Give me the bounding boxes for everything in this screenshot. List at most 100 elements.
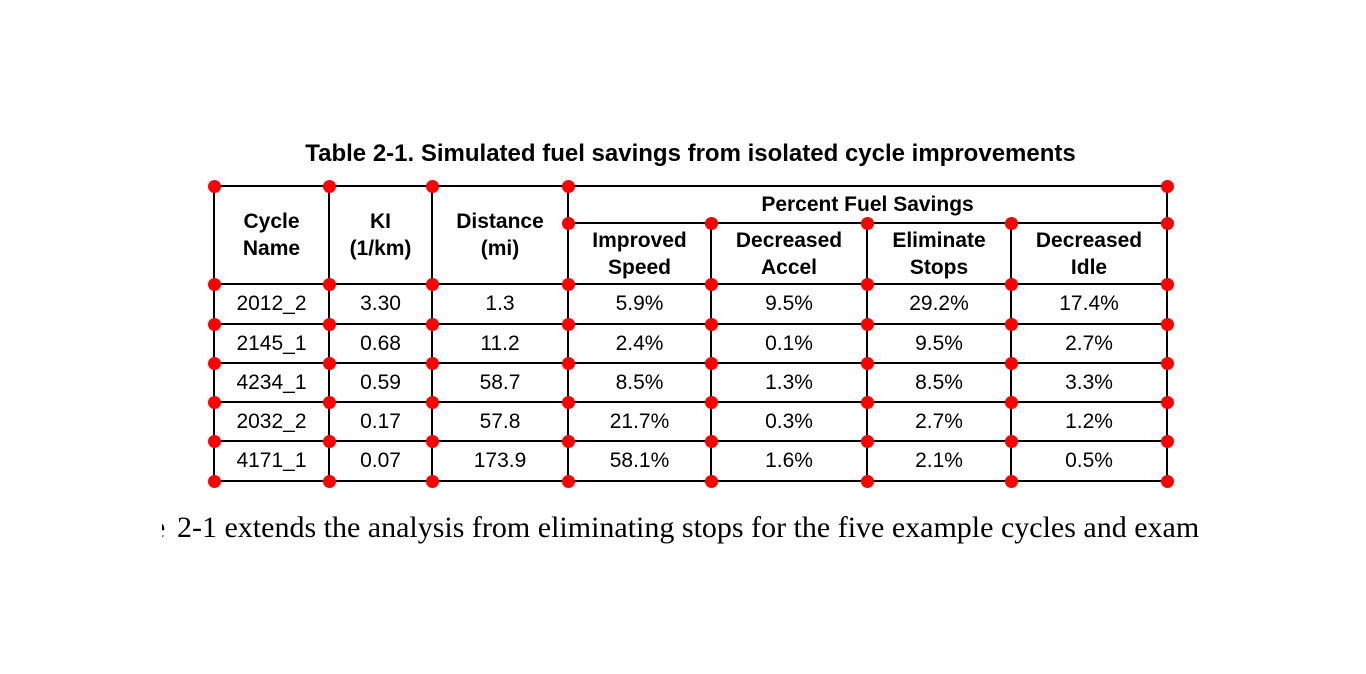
cell-cycle: 2145_1 bbox=[213, 323, 330, 364]
cell-eliminate-stops: 8.5% bbox=[866, 362, 1012, 403]
grid-marker bbox=[425, 317, 439, 331]
grid-marker bbox=[207, 356, 221, 370]
grid-marker bbox=[860, 395, 874, 409]
grid-marker bbox=[425, 356, 439, 370]
grid-marker bbox=[860, 474, 874, 488]
header-cycle-name: Cycle Name bbox=[213, 185, 330, 285]
cell-decreased-accel: 1.3% bbox=[710, 362, 868, 403]
cell-decreased-accel: 0.3% bbox=[710, 401, 868, 442]
cell-improved-speed: 5.9% bbox=[567, 283, 712, 325]
grid-marker bbox=[1160, 395, 1174, 409]
cell-decreased-accel: 0.1% bbox=[710, 323, 868, 364]
cell-improved-speed: 21.7% bbox=[567, 401, 712, 442]
fuel-savings-table: Cycle Name KI (1/km) Distance (mi) Perce… bbox=[213, 185, 1169, 482]
grid-marker bbox=[207, 277, 221, 291]
grid-marker bbox=[704, 317, 718, 331]
cell-improved-speed: 58.1% bbox=[567, 440, 712, 482]
header-ki: KI (1/km) bbox=[328, 185, 433, 285]
cell-eliminate-stops: 29.2% bbox=[866, 283, 1012, 325]
grid-marker bbox=[704, 356, 718, 370]
header-improved-speed: Improved Speed bbox=[567, 222, 712, 285]
cell-distance: 1.3 bbox=[431, 283, 569, 325]
table-row: 2012_2 3.30 1.3 5.9% 9.5% 29.2% 17.4% bbox=[213, 283, 1169, 325]
grid-marker bbox=[561, 277, 575, 291]
cell-ki: 0.17 bbox=[328, 401, 433, 442]
table-title: Table 2-1. Simulated fuel savings from i… bbox=[305, 140, 1076, 167]
grid-marker bbox=[561, 356, 575, 370]
grid-marker bbox=[561, 216, 575, 230]
grid-marker bbox=[1160, 216, 1174, 230]
grid-marker bbox=[1004, 317, 1018, 331]
grid-marker bbox=[860, 277, 874, 291]
grid-marker bbox=[207, 179, 221, 193]
table-row: 4234_1 0.59 58.7 8.5% 1.3% 8.5% 3.3% bbox=[213, 362, 1169, 403]
grid-marker bbox=[561, 395, 575, 409]
grid-marker bbox=[1160, 277, 1174, 291]
grid-marker bbox=[860, 356, 874, 370]
grid-marker bbox=[704, 434, 718, 448]
header-eliminate-stops: Eliminate Stops bbox=[866, 222, 1012, 285]
grid-marker bbox=[704, 474, 718, 488]
cell-improved-speed: 2.4% bbox=[567, 323, 712, 364]
grid-marker bbox=[704, 277, 718, 291]
header-distance: Distance (mi) bbox=[431, 185, 569, 285]
grid-marker bbox=[322, 474, 336, 488]
grid-marker bbox=[860, 317, 874, 331]
cell-decreased-accel: 1.6% bbox=[710, 440, 868, 482]
grid-marker bbox=[561, 474, 575, 488]
grid-marker bbox=[322, 395, 336, 409]
cell-ki: 0.07 bbox=[328, 440, 433, 482]
grid-marker bbox=[704, 216, 718, 230]
grid-marker bbox=[1160, 317, 1174, 331]
header-decreased-accel: Decreased Accel bbox=[710, 222, 868, 285]
grid-marker bbox=[561, 317, 575, 331]
cell-cycle: 2032_2 bbox=[213, 401, 330, 442]
grid-marker bbox=[1160, 434, 1174, 448]
grid-marker bbox=[1004, 395, 1018, 409]
cell-ki: 0.59 bbox=[328, 362, 433, 403]
cell-eliminate-stops: 2.7% bbox=[866, 401, 1012, 442]
header-decreased-idle: Decreased Idle bbox=[1009, 222, 1169, 285]
grid-marker bbox=[561, 179, 575, 193]
grid-marker bbox=[207, 434, 221, 448]
grid-marker bbox=[1004, 277, 1018, 291]
cell-distance: 57.8 bbox=[431, 401, 569, 442]
grid-marker bbox=[1160, 356, 1174, 370]
cell-decreased-idle: 1.2% bbox=[1009, 401, 1169, 442]
cell-decreased-idle: 17.4% bbox=[1009, 283, 1169, 325]
cell-ki: 0.68 bbox=[328, 323, 433, 364]
cell-decreased-idle: 2.7% bbox=[1009, 323, 1169, 364]
cell-cycle: 4171_1 bbox=[213, 440, 330, 482]
grid-marker bbox=[1004, 356, 1018, 370]
body-text-fragment: e 2-1 extends the analysis from eliminati… bbox=[162, 509, 1199, 547]
grid-marker bbox=[860, 216, 874, 230]
cell-decreased-idle: 3.3% bbox=[1009, 362, 1169, 403]
cell-ki: 3.30 bbox=[328, 283, 433, 325]
grid-marker bbox=[1160, 474, 1174, 488]
grid-marker bbox=[322, 317, 336, 331]
cell-distance: 11.2 bbox=[431, 323, 569, 364]
grid-marker bbox=[322, 434, 336, 448]
cell-cycle: 2012_2 bbox=[213, 283, 330, 325]
grid-marker bbox=[322, 277, 336, 291]
grid-marker bbox=[322, 179, 336, 193]
table-row: 2032_2 0.17 57.8 21.7% 0.3% 2.7% 1.2% bbox=[213, 401, 1169, 442]
grid-marker bbox=[207, 474, 221, 488]
partial-character: e bbox=[162, 509, 168, 547]
grid-marker bbox=[425, 277, 439, 291]
table-row: 4171_1 0.07 173.9 58.1% 1.6% 2.1% 0.5% bbox=[213, 440, 1169, 482]
cell-decreased-accel: 9.5% bbox=[710, 283, 868, 325]
grid-marker bbox=[1004, 474, 1018, 488]
cell-improved-speed: 8.5% bbox=[567, 362, 712, 403]
cell-distance: 173.9 bbox=[431, 440, 569, 482]
cell-eliminate-stops: 9.5% bbox=[866, 323, 1012, 364]
grid-marker bbox=[561, 434, 575, 448]
grid-marker bbox=[425, 434, 439, 448]
grid-marker bbox=[1004, 434, 1018, 448]
cell-eliminate-stops: 2.1% bbox=[866, 440, 1012, 482]
grid-marker bbox=[1160, 179, 1174, 193]
table-row: 2145_1 0.68 11.2 2.4% 0.1% 9.5% 2.7% bbox=[213, 323, 1169, 364]
grid-marker bbox=[425, 474, 439, 488]
grid-marker bbox=[860, 434, 874, 448]
